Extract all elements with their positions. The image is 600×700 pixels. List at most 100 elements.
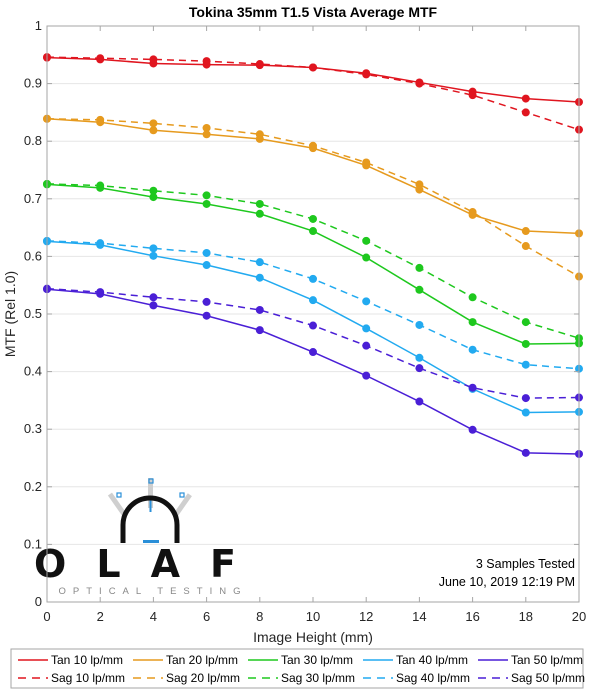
legend-label: Sag 20 lp/mm xyxy=(166,671,240,685)
chart-title: Tokina 35mm T1.5 Vista Average MTF xyxy=(189,4,438,20)
data-point xyxy=(362,371,371,380)
series-tan-10-lp-mm xyxy=(43,53,583,107)
series-sag-10-lp-mm xyxy=(43,53,583,134)
legend-label: Sag 30 lp/mm xyxy=(281,671,355,685)
y-tick-label: 0.6 xyxy=(24,248,42,263)
legend-item: Tan 10 lp/mm xyxy=(18,653,123,667)
legend-item: Sag 20 lp/mm xyxy=(133,671,240,685)
data-point xyxy=(255,305,264,314)
data-point xyxy=(202,191,211,200)
y-tick-label: 0.8 xyxy=(24,133,42,148)
y-tick-label: 0.1 xyxy=(24,536,42,551)
x-tick-label: 0 xyxy=(43,609,50,624)
legend-label: Sag 10 lp/mm xyxy=(51,671,125,685)
data-point xyxy=(362,158,371,167)
data-point xyxy=(362,236,371,245)
x-axis-label: Image Height (mm) xyxy=(253,629,373,645)
data-point xyxy=(309,227,317,236)
data-point xyxy=(309,348,317,357)
data-point xyxy=(96,115,105,124)
data-point xyxy=(96,54,105,63)
legend-label: Tan 10 lp/mm xyxy=(51,653,123,667)
data-point xyxy=(255,60,264,69)
legend-item: Tan 30 lp/mm xyxy=(248,653,353,667)
data-point xyxy=(468,425,477,434)
y-tick-label: 1 xyxy=(35,18,42,33)
data-point xyxy=(521,394,530,403)
x-tick-label: 4 xyxy=(150,609,157,624)
data-point xyxy=(415,353,424,362)
data-point xyxy=(309,214,317,223)
y-axis-label: MTF (Rel 1.0) xyxy=(2,271,18,357)
data-point xyxy=(255,209,264,218)
legend-item: Sag 30 lp/mm xyxy=(248,671,355,685)
data-point xyxy=(149,193,158,202)
data-point xyxy=(202,123,211,132)
x-tick-label: 20 xyxy=(572,609,586,624)
data-point xyxy=(255,258,264,267)
legend-label: Sag 50 lp/mm xyxy=(511,671,585,685)
data-point xyxy=(468,345,477,354)
series-sag-40-lp-mm xyxy=(43,236,583,373)
x-tick-label: 2 xyxy=(97,609,104,624)
legend-label: Tan 20 lp/mm xyxy=(166,653,238,667)
data-point xyxy=(149,293,158,302)
data-point xyxy=(255,273,264,282)
data-point xyxy=(521,448,530,457)
logo-subtitle: OPTICAL TESTING xyxy=(59,586,248,597)
legend-box xyxy=(10,648,584,689)
data-point xyxy=(202,297,211,306)
data-point xyxy=(415,79,424,88)
data-point xyxy=(415,285,424,294)
data-point xyxy=(309,296,317,305)
legend-item: Tan 40 lp/mm xyxy=(363,653,468,667)
data-point xyxy=(96,181,105,190)
data-point xyxy=(255,130,264,139)
data-point xyxy=(362,70,371,79)
x-tick-label: 14 xyxy=(412,609,426,624)
y-tick-label: 0 xyxy=(35,594,42,609)
legend-item: Tan 20 lp/mm xyxy=(133,653,238,667)
data-point xyxy=(309,63,317,72)
series-line xyxy=(46,183,580,345)
legend-label: Tan 50 lp/mm xyxy=(511,653,583,667)
data-point xyxy=(149,301,158,310)
x-tick-label: 6 xyxy=(203,609,210,624)
data-point xyxy=(362,253,371,262)
olaf-logo: OLAF OPTICAL TESTING xyxy=(34,478,266,597)
y-tick-label: 0.3 xyxy=(24,421,42,436)
data-point xyxy=(255,199,264,208)
data-point xyxy=(521,360,530,369)
y-tick-label: 0.2 xyxy=(24,479,42,494)
data-point xyxy=(415,397,424,406)
data-point xyxy=(468,318,477,327)
data-point xyxy=(202,311,211,320)
data-point xyxy=(521,227,530,236)
data-point xyxy=(521,108,530,117)
legend-item: Sag 10 lp/mm xyxy=(18,671,125,685)
data-point xyxy=(309,274,317,283)
series-line xyxy=(46,183,580,339)
y-tick-label: 0.9 xyxy=(24,76,42,91)
data-point xyxy=(202,57,211,66)
legend-item: Sag 40 lp/mm xyxy=(363,671,470,685)
data-point xyxy=(202,199,211,208)
logo-text: OLAF xyxy=(34,542,266,586)
x-tick-label: 16 xyxy=(465,609,479,624)
date-annotation: June 10, 2019 12:19 PM xyxy=(439,575,575,589)
data-point xyxy=(521,408,530,417)
y-tick-label: 0.7 xyxy=(24,191,42,206)
y-tick-label: 0.4 xyxy=(24,364,42,379)
data-point xyxy=(309,141,317,150)
series-sag-30-lp-mm xyxy=(43,179,583,343)
legend-item: Tan 50 lp/mm xyxy=(478,653,583,667)
data-point xyxy=(521,318,530,327)
data-point xyxy=(415,263,424,272)
data-point xyxy=(468,91,477,100)
x-tick-label: 8 xyxy=(256,609,263,624)
data-point xyxy=(415,364,424,373)
data-point xyxy=(202,130,211,139)
logo-rays-icon xyxy=(107,478,192,518)
data-point xyxy=(468,208,477,217)
data-point xyxy=(149,186,158,195)
